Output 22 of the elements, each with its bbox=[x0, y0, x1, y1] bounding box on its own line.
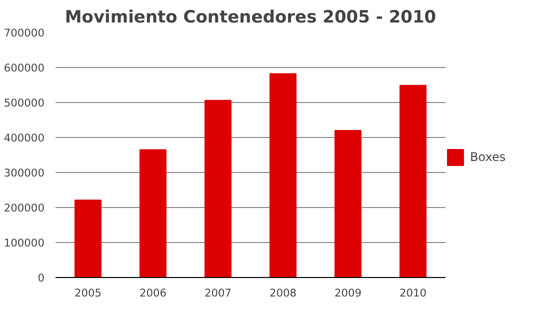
bar bbox=[74, 200, 102, 278]
bar bbox=[400, 84, 426, 278]
y-tick-label: 200000 bbox=[4, 202, 45, 214]
y-tick-label: 300000 bbox=[4, 166, 45, 180]
x-tick-label: 2007 bbox=[204, 286, 232, 300]
x-tick-label: 2010 bbox=[399, 286, 427, 300]
y-tick-label: 400000 bbox=[4, 132, 45, 144]
x-tick-label: 2008 bbox=[269, 286, 297, 300]
y-tick-label: 700000 bbox=[4, 26, 45, 40]
bar bbox=[204, 100, 232, 278]
legend-label: Boxes bbox=[470, 150, 506, 164]
bar bbox=[270, 73, 296, 278]
x-tick-label: 2005 bbox=[74, 286, 102, 300]
y-tick-label: 600000 bbox=[4, 62, 45, 74]
chart-title: Movimiento Contenedores 2005 - 2010 bbox=[64, 8, 436, 28]
bar bbox=[334, 130, 362, 278]
y-tick-label: 100000 bbox=[4, 236, 45, 250]
bar bbox=[140, 149, 166, 278]
x-tick-label: 2006 bbox=[139, 286, 167, 300]
x-tick-label: 2009 bbox=[334, 286, 362, 300]
y-tick-label: 500000 bbox=[4, 96, 45, 110]
y-tick-label: 0 bbox=[38, 272, 45, 284]
